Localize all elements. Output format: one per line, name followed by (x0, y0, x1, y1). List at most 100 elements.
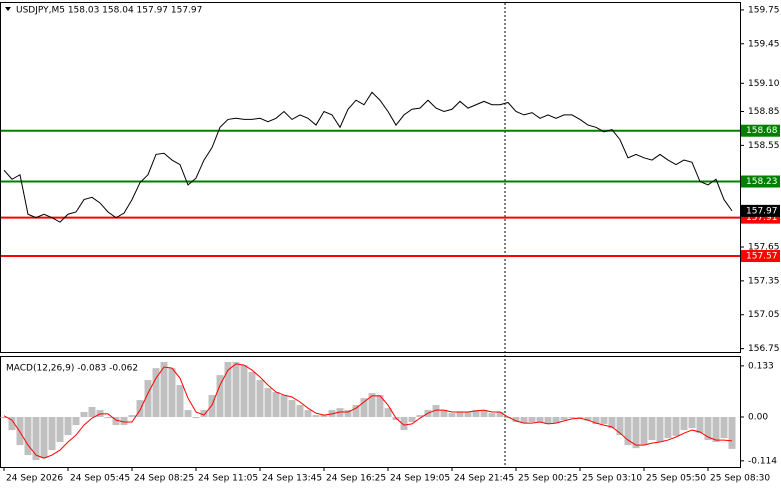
macd-bar (184, 410, 192, 417)
macd-bar (480, 410, 488, 417)
level-label: 158.23 (746, 177, 778, 187)
macd-bar (360, 398, 368, 417)
macd-bar (104, 417, 112, 419)
x-tick-label: 24 Sep 16:25 (326, 474, 386, 484)
macd-bar (304, 410, 312, 417)
macd-bar (312, 415, 320, 417)
macd-bar (136, 400, 144, 417)
macd-bar (216, 375, 224, 417)
x-tick-label: 24 Sep 2026 (6, 474, 63, 484)
y-tick-label: -0.114 (748, 456, 777, 466)
macd-bar (128, 415, 136, 417)
macd-bar (704, 417, 712, 441)
y-tick-label: 159.75 (748, 5, 780, 15)
last-price-label: 157.97 (746, 206, 778, 216)
macd-bar (512, 417, 520, 422)
macd-bar (544, 417, 552, 424)
level-label: 157.91 (746, 213, 778, 223)
macd-bar (152, 368, 160, 417)
macd-bar (680, 417, 688, 431)
chart-title: USDJPY,M5 158.03 158.04 157.97 157.97 (16, 6, 202, 16)
macd-bar (56, 417, 64, 442)
x-tick-label: 24 Sep 19:05 (390, 474, 450, 484)
macd-bar (224, 362, 232, 417)
level-label-box (741, 250, 780, 263)
macd-bar (448, 413, 456, 417)
x-tick-label: 25 Sep 05:50 (646, 474, 706, 484)
macd-bar (672, 417, 680, 436)
macd-bar (488, 413, 496, 417)
macd-bar (368, 393, 376, 417)
macd-bar (440, 410, 448, 417)
last-price-box (741, 204, 780, 217)
macd-bar (384, 408, 392, 417)
macd-bar (272, 392, 280, 417)
macd-bar (728, 417, 736, 449)
x-tick-label: 24 Sep 08:25 (134, 474, 194, 484)
macd-bar (520, 417, 528, 424)
x-tick-label: 24 Sep 13:45 (262, 474, 322, 484)
macd-bar (160, 362, 168, 417)
macd-bar (320, 415, 328, 417)
level-label-box (741, 175, 780, 188)
macd-bar (296, 405, 304, 417)
macd-bar (8, 417, 16, 431)
x-tick-label: 25 Sep 08:30 (710, 474, 770, 484)
macd-bar (472, 410, 480, 417)
macd-bar (624, 417, 632, 446)
macd-bar (664, 417, 672, 439)
macd-bar (24, 417, 32, 456)
level-label: 158.68 (746, 126, 778, 136)
macd-bar (232, 362, 240, 417)
macd-bar (720, 417, 728, 439)
macd-bar (352, 405, 360, 417)
y-tick-label: 157.35 (748, 276, 780, 286)
macd-bar (40, 417, 48, 459)
x-tick-label: 24 Sep 21:45 (454, 474, 514, 484)
y-tick-label: 0.133 (748, 361, 774, 371)
macd-bar (592, 417, 600, 424)
macd-bar (528, 417, 536, 422)
x-tick-label: 25 Sep 00:25 (518, 474, 578, 484)
macd-bar (616, 417, 624, 436)
macd-bar (48, 417, 56, 451)
macd-bar (568, 417, 576, 419)
macd-bar (0, 417, 8, 419)
y-tick-label: 157.65 (748, 243, 780, 253)
y-tick-label: 158.55 (748, 141, 780, 151)
macd-bar (208, 395, 216, 417)
macd-bar (256, 380, 264, 417)
x-tick-label: 24 Sep 11:05 (198, 474, 258, 484)
macd-bar (408, 417, 416, 422)
price-line (3, 91, 733, 223)
macd-bar (584, 417, 592, 421)
macd-bar (496, 412, 504, 417)
y-tick-label: 159.10 (748, 79, 780, 89)
macd-bar (280, 395, 288, 417)
level-label: 157.57 (746, 252, 778, 262)
macd-bar (432, 405, 440, 417)
macd-bar (264, 388, 272, 417)
macd-bar (200, 410, 208, 417)
y-tick-label: 159.45 (748, 39, 780, 49)
collapse-arrow[interactable] (5, 7, 11, 11)
macd-bar (536, 417, 544, 422)
macd-bar (376, 395, 384, 417)
macd-bar (560, 417, 568, 421)
macd-bar (656, 417, 664, 442)
price-panel-frame (0, 2, 741, 353)
macd-bar (240, 365, 248, 417)
macd-bar (72, 417, 80, 426)
y-tick-label: 157.05 (748, 310, 780, 320)
macd-bar (344, 410, 352, 417)
macd-bar (288, 400, 296, 417)
macd-bar (640, 417, 648, 446)
macd-bar (16, 417, 24, 446)
macd-bar (696, 417, 704, 434)
macd-bar (64, 417, 72, 436)
macd-panel-frame (0, 356, 741, 468)
macd-bar (576, 417, 584, 419)
